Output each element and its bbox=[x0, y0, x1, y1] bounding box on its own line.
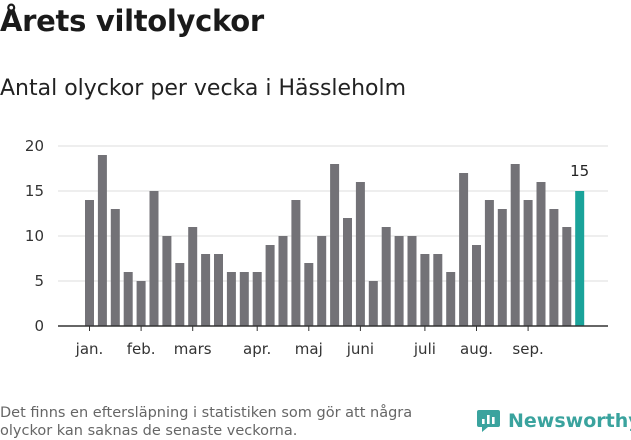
bar bbox=[510, 164, 520, 326]
bar bbox=[562, 227, 572, 326]
bar bbox=[239, 272, 249, 326]
bar bbox=[343, 218, 352, 326]
bar bbox=[472, 245, 481, 326]
bar bbox=[304, 263, 314, 326]
bar bbox=[484, 200, 494, 326]
bar bbox=[330, 164, 340, 326]
bar bbox=[407, 236, 417, 326]
month-label: juni bbox=[346, 340, 374, 358]
y-tick-label: 0 bbox=[34, 317, 44, 335]
data-label-latest: 15 bbox=[570, 162, 589, 180]
bar bbox=[214, 254, 223, 326]
month-label: sep. bbox=[512, 340, 543, 358]
bar bbox=[497, 209, 507, 326]
footnote: Det finns en eftersläpning i statistiken… bbox=[0, 405, 413, 439]
labels: jan. feb. mars apr. maj juni juli aug. sep. 15 bbox=[75, 162, 590, 358]
month-label: aug. bbox=[460, 340, 493, 358]
y-axis-ticks: 0 5 10 15 20 bbox=[25, 137, 44, 335]
bar bbox=[317, 236, 327, 326]
newsworthy-logo: Newsworthy bbox=[476, 408, 631, 433]
bar bbox=[85, 200, 94, 326]
bar bbox=[265, 245, 275, 326]
newsworthy-logo-icon bbox=[477, 410, 500, 432]
bar bbox=[162, 236, 172, 326]
bar bbox=[97, 155, 107, 326]
chart-title: Årets viltolyckor bbox=[0, 4, 264, 38]
month-label: feb. bbox=[127, 340, 156, 358]
y-tick-label: 15 bbox=[25, 182, 44, 200]
bars bbox=[85, 155, 585, 326]
bar bbox=[175, 263, 185, 326]
bar bbox=[201, 254, 211, 326]
bar bbox=[149, 191, 159, 326]
bar bbox=[446, 272, 456, 326]
month-label: juli bbox=[413, 340, 436, 358]
x-axis bbox=[58, 325, 608, 331]
bar-chart: 0 5 10 15 20 jan. feb. mars apr. maj juni juli aug.… bbox=[25, 137, 608, 358]
bar bbox=[110, 209, 120, 326]
month-label: jan. bbox=[75, 340, 104, 358]
bar bbox=[394, 236, 404, 326]
bar bbox=[123, 272, 133, 326]
bar bbox=[368, 281, 378, 326]
bar-highlighted bbox=[575, 191, 585, 326]
bar bbox=[188, 227, 198, 326]
bar bbox=[136, 281, 146, 326]
y-tick-label: 10 bbox=[25, 227, 44, 245]
bar bbox=[226, 272, 236, 326]
bar bbox=[523, 200, 533, 326]
month-label: mars bbox=[174, 340, 212, 358]
bar bbox=[252, 272, 262, 326]
month-label: maj bbox=[295, 340, 323, 358]
bar bbox=[433, 254, 443, 326]
brand-name: Newsworthy bbox=[508, 409, 631, 432]
bar bbox=[420, 254, 430, 326]
bar bbox=[381, 227, 391, 326]
month-label: apr. bbox=[243, 340, 271, 358]
bar bbox=[536, 182, 546, 326]
y-tick-label: 5 bbox=[34, 272, 44, 290]
bar bbox=[355, 182, 365, 326]
bar bbox=[549, 209, 559, 326]
chart-subtitle: Antal olyckor per vecka i Hässleholm bbox=[0, 76, 407, 101]
bar bbox=[278, 236, 288, 326]
y-tick-label: 20 bbox=[25, 137, 44, 155]
bar bbox=[291, 200, 301, 326]
bar bbox=[459, 173, 469, 326]
